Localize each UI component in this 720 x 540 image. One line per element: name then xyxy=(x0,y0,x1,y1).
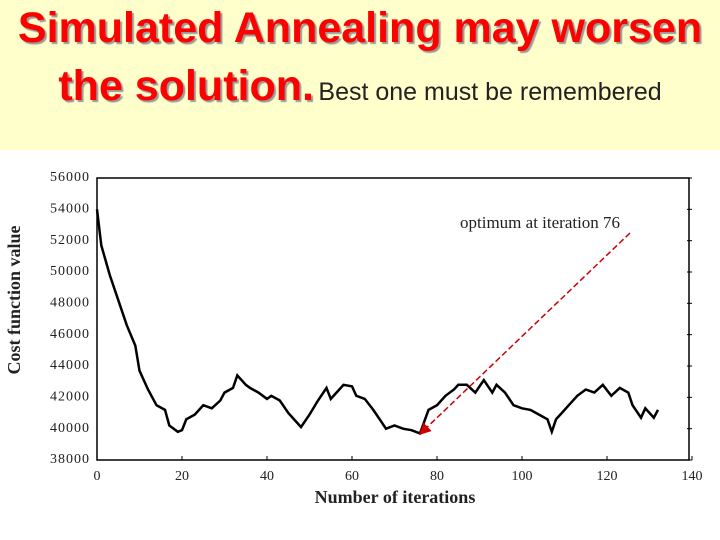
y-tick-label: 50000 xyxy=(50,264,90,279)
y-tick-label: 48000 xyxy=(50,296,90,311)
x-tick-label: 20 xyxy=(175,469,189,484)
y-tick-label: 56000 xyxy=(50,170,90,185)
cost-line xyxy=(95,209,660,436)
y-tick-label: 54000 xyxy=(50,202,90,217)
y-tick-label: 38000 xyxy=(50,452,90,467)
y-tick-label: 44000 xyxy=(50,358,90,373)
y-tick-label: 52000 xyxy=(50,233,90,248)
x-tick-label: 0 xyxy=(94,469,101,484)
slide-title: Simulated Annealing may worsen the solut… xyxy=(17,4,703,110)
x-tick-label: 80 xyxy=(430,469,444,484)
y-axis-label: Cost function value xyxy=(4,225,24,374)
x-tick-label: 140 xyxy=(682,469,703,484)
annotation: optimum at iteration 76 xyxy=(460,213,620,232)
y-tick-label: 40000 xyxy=(50,421,90,436)
slide-subtitle: Best one must be remembered xyxy=(318,78,662,106)
x-tick-label: 120 xyxy=(597,469,618,484)
x-axis-label: Number of iterations xyxy=(315,487,476,507)
y-tick-label: 46000 xyxy=(50,327,90,342)
y-tick-label: 42000 xyxy=(50,390,90,405)
slide-header: Simulated Annealing may worsen the solut… xyxy=(0,0,720,150)
x-tick-label: 60 xyxy=(345,469,359,484)
annotation-arrow xyxy=(418,232,631,436)
x-tick-label: 40 xyxy=(260,469,274,484)
x-tick-label: 100 xyxy=(512,469,533,484)
